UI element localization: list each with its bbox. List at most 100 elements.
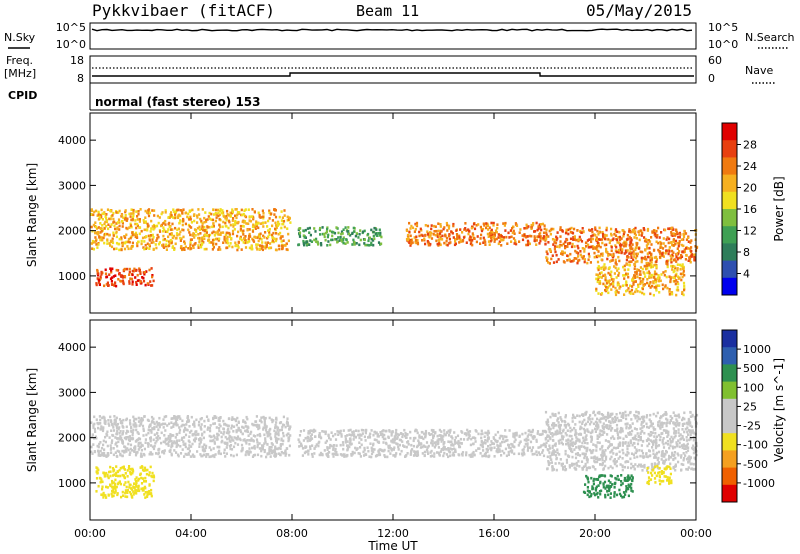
data-cell (160, 212, 163, 216)
data-cell (482, 236, 485, 240)
data-cell (653, 248, 656, 252)
data-cell (284, 425, 287, 429)
data-cell (342, 236, 345, 239)
data-cell (119, 453, 122, 457)
data-cell (497, 450, 500, 453)
data-cell (631, 285, 634, 288)
data-cell (244, 453, 247, 457)
data-cell (98, 415, 101, 418)
data-cell (332, 444, 336, 447)
data-cell (146, 211, 149, 214)
data-cell (669, 456, 672, 459)
data-cell (249, 432, 252, 436)
data-cell (152, 447, 156, 451)
data-cell (208, 426, 212, 430)
data-cell (133, 491, 136, 494)
data-cell (184, 245, 187, 249)
data-cell (479, 225, 482, 229)
data-cell (585, 466, 589, 470)
data-cell (256, 248, 259, 251)
data-cell (111, 239, 114, 242)
data-cell (193, 213, 196, 216)
data-cell (163, 434, 166, 437)
data-cell (224, 233, 227, 237)
data-cell (340, 230, 344, 233)
data-cell (274, 227, 277, 231)
data-cell (620, 419, 623, 422)
data-cell (634, 256, 638, 260)
data-cell (122, 418, 125, 422)
data-cell (590, 438, 593, 441)
data-cell (626, 249, 629, 252)
data-cell (155, 439, 158, 443)
data-cell (178, 221, 181, 225)
data-cell (378, 228, 381, 232)
data-cell (523, 227, 526, 230)
data-cell (199, 217, 202, 221)
data-cell (99, 277, 102, 280)
data-cell (139, 418, 142, 422)
data-cell (214, 231, 217, 234)
data-cell (542, 235, 545, 238)
data-cell (448, 237, 451, 241)
data-cell (327, 240, 330, 243)
data-cell (214, 219, 217, 223)
data-cell (172, 216, 175, 219)
data-cell (271, 420, 274, 424)
data-cell (279, 231, 282, 235)
data-cell (572, 259, 575, 262)
data-cell (649, 431, 652, 434)
data-cell (355, 232, 358, 235)
data-cell (281, 247, 284, 251)
data-cell (134, 276, 137, 279)
data-cell (308, 231, 311, 234)
data-cell (473, 453, 476, 457)
data-cell (213, 422, 216, 425)
y-tick-label: 4000 (58, 134, 86, 147)
data-cell (489, 239, 492, 243)
data-cell (639, 438, 642, 442)
data-cell (271, 224, 274, 228)
data-cell (264, 441, 267, 444)
data-cell (370, 241, 373, 245)
data-cell (557, 411, 560, 415)
data-cell (334, 453, 338, 456)
data-cell (150, 492, 153, 496)
data-cell (151, 284, 154, 287)
data-cell (614, 420, 617, 423)
data-cell (584, 462, 587, 466)
data-cell (468, 453, 471, 457)
data-cell (205, 218, 208, 222)
data-cell (124, 448, 127, 452)
data-cell (662, 461, 665, 465)
data-cell (611, 466, 614, 470)
data-cell (162, 440, 165, 444)
data-cell (225, 237, 228, 240)
data-cell (101, 485, 104, 489)
data-cell (230, 427, 233, 430)
data-cell (173, 216, 176, 220)
data-cell (135, 481, 138, 484)
data-cell (211, 231, 214, 235)
data-cell (205, 247, 208, 251)
data-cell (235, 453, 238, 457)
data-cell (242, 419, 245, 422)
data-cell (153, 225, 156, 228)
data-cell (652, 426, 655, 429)
data-cell (118, 221, 121, 224)
data-cell (123, 267, 126, 271)
data-cell (264, 247, 267, 250)
data-cell (126, 240, 129, 244)
data-cell (224, 239, 227, 243)
data-cell (143, 480, 146, 483)
data-cell (170, 440, 173, 443)
data-cell (665, 249, 668, 252)
data-cell (414, 436, 417, 440)
data-cell (400, 449, 403, 453)
data-cell (250, 437, 253, 440)
data-cell (228, 235, 231, 238)
data-cell (223, 451, 226, 455)
data-cell (642, 415, 645, 419)
data-cell (367, 436, 370, 439)
data-cell (240, 443, 244, 447)
